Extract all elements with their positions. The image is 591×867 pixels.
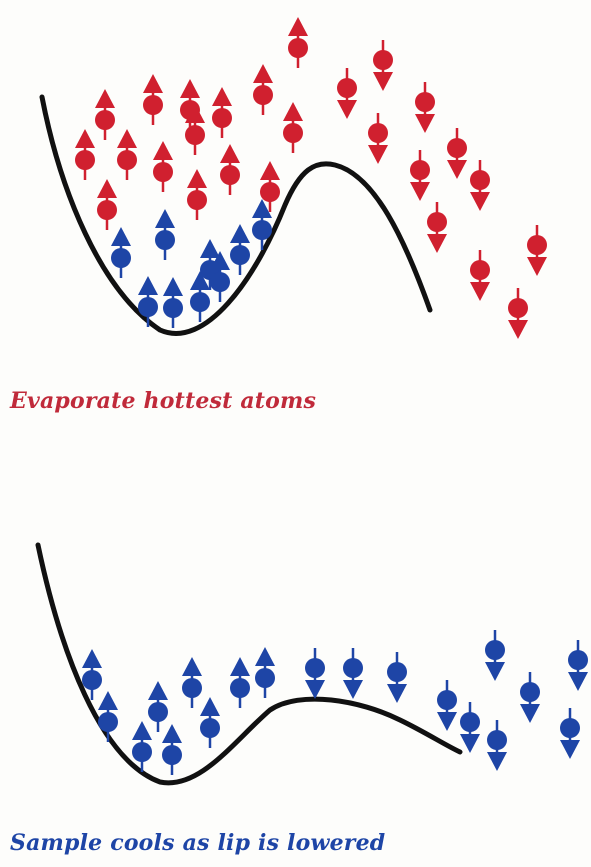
cold-atom-spin-down-icon — [487, 720, 507, 771]
cold-atom-spin-up-icon — [148, 681, 168, 732]
cold-atom-spin-up-icon — [230, 657, 250, 708]
cold-atom-spin-down-icon — [568, 640, 588, 691]
panel-evaporate — [39, 17, 547, 339]
hot-atom-spin-down-icon — [410, 150, 430, 201]
trap-potential-curve-top — [39, 94, 433, 336]
hot-atom-spin-up-icon — [260, 161, 280, 212]
panel-cooled — [35, 542, 588, 786]
hot-atom-spin-down-icon — [368, 113, 388, 164]
hot-atom-spin-up-icon — [75, 129, 95, 180]
hot-atom-spin-down-icon — [527, 225, 547, 276]
cold-atom-spin-down-icon — [343, 648, 363, 699]
cold-atom-spin-up-icon — [163, 277, 183, 328]
caption-evaporate-hottest-atoms: Evaporate hottest atoms — [10, 388, 317, 414]
hot-atom-spin-up-icon — [220, 144, 240, 195]
cold-atom-spin-up-icon — [252, 199, 272, 250]
hot-atom-spin-up-icon — [212, 87, 232, 138]
cold-atom-spin-down-icon — [520, 672, 540, 723]
atom-cloud-bottom — [82, 630, 588, 775]
cold-atom-spin-down-icon — [560, 708, 580, 759]
hot-atom-spin-up-icon — [283, 102, 303, 153]
cold-atom-spin-up-icon — [155, 209, 175, 260]
hot-atom-spin-up-icon — [97, 179, 117, 230]
cold-atom-spin-up-icon — [255, 647, 275, 698]
hot-atom-spin-up-icon — [187, 169, 207, 220]
cold-atom-spin-up-icon — [132, 721, 152, 772]
hot-atom-spin-up-icon — [143, 74, 163, 125]
hot-atom-spin-down-icon — [415, 82, 435, 133]
trap-potential-curve-bottom — [35, 542, 463, 786]
cold-atom-spin-up-icon — [210, 251, 230, 302]
hot-atom-spin-down-icon — [508, 288, 528, 339]
cold-atom-spin-down-icon — [387, 652, 407, 703]
hot-atom-spin-up-icon — [117, 129, 137, 180]
hot-atom-spin-up-icon — [153, 141, 173, 192]
cold-atom-spin-up-icon — [230, 224, 250, 275]
cold-atom-spin-down-icon — [485, 630, 505, 681]
hot-atom-spin-up-icon — [288, 17, 308, 68]
hot-atom-spin-down-icon — [470, 250, 490, 301]
hot-atom-spin-down-icon — [447, 128, 467, 179]
cold-atom-spin-up-icon — [200, 697, 220, 748]
caption-sample-cools: Sample cools as lip is lowered — [10, 830, 386, 856]
cold-atom-spin-down-icon — [460, 702, 480, 753]
cold-atom-spin-up-icon — [190, 271, 210, 322]
hot-atom-spin-down-icon — [470, 160, 490, 211]
hot-atom-spin-up-icon — [95, 89, 115, 140]
hot-atom-spin-up-icon — [253, 64, 273, 115]
cold-atom-spin-up-icon — [82, 649, 102, 700]
cold-atom-spin-down-icon — [437, 680, 457, 731]
hot-atom-spin-down-icon — [373, 40, 393, 91]
cold-atom-spin-up-icon — [138, 276, 158, 327]
hot-atom-spin-up-icon — [185, 104, 205, 155]
cold-atom-spin-up-icon — [111, 227, 131, 278]
cold-atom-spin-down-icon — [305, 648, 325, 699]
cold-atom-spin-up-icon — [162, 724, 182, 775]
cold-atom-spin-up-icon — [182, 657, 202, 708]
cold-atom-spin-up-icon — [98, 691, 118, 742]
hot-atom-spin-down-icon — [427, 202, 447, 253]
atom-cloud-top — [75, 17, 547, 339]
hot-atom-spin-down-icon — [337, 68, 357, 119]
